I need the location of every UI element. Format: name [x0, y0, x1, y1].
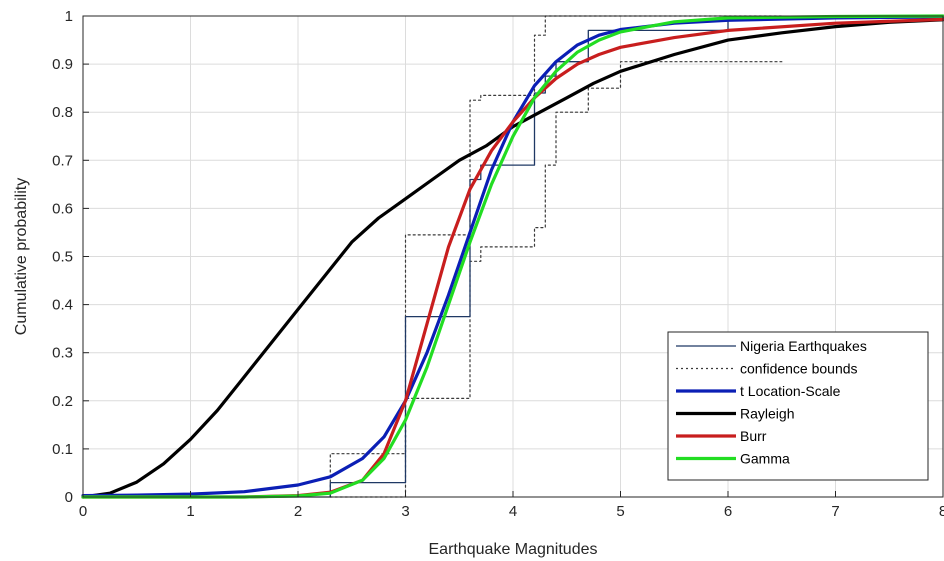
legend-label: Rayleigh — [740, 406, 794, 422]
series-layer — [81, 14, 944, 499]
series-line-rayleigh — [81, 18, 944, 499]
x-tick-label: 8 — [939, 503, 944, 520]
y-tick-label: 0.4 — [52, 297, 73, 314]
x-tick-label: 6 — [724, 503, 732, 520]
y-tick-label: 0.7 — [52, 152, 73, 169]
y-tick-label: 1 — [65, 8, 73, 25]
x-tick-label: 3 — [401, 503, 409, 520]
y-tick-label: 0.2 — [52, 393, 73, 410]
series-line-nigeria-earthquakes — [82, 17, 783, 498]
x-tick-label: 4 — [509, 503, 517, 520]
x-axis-label: Earthquake Magnitudes — [429, 541, 598, 558]
legend-label: Gamma — [740, 451, 790, 467]
legend-label: t Location-Scale — [740, 383, 841, 399]
y-tick-label: 0.5 — [52, 249, 73, 266]
y-tick-label: 0.8 — [52, 104, 73, 121]
y-axis-label: Cumulative probability — [13, 178, 30, 335]
x-tick-label: 7 — [831, 503, 839, 520]
series-line-gamma — [81, 14, 944, 499]
ticks: 0 1 2 3 4 5 6 7 8 0 0.1 0.2 0.3 0.4 0.5 0.6 0.7 0.8 0.9 1 — [52, 8, 944, 520]
legend-label: confidence bounds — [740, 361, 858, 377]
y-tick-label: 0.3 — [52, 345, 73, 362]
legend-box — [667, 331, 929, 481]
legend-label: Nigeria Earthquakes — [740, 338, 867, 354]
legend-label: Burr — [740, 428, 767, 444]
x-tick-label: 2 — [294, 503, 302, 520]
x-tick-label: 1 — [186, 503, 194, 520]
y-tick-label: 0.9 — [52, 56, 73, 73]
y-tick-label: 0.6 — [52, 200, 73, 217]
y-tick-label: 0 — [65, 489, 73, 506]
y-tick-label: 0.1 — [52, 441, 73, 458]
legend: Nigeria Earthquakes confidence bounds t Lo… — [667, 331, 929, 481]
x-tick-label: 0 — [79, 503, 87, 520]
series-line-confidence-bound-lower — [329, 61, 783, 498]
x-tick-label: 5 — [616, 503, 624, 520]
